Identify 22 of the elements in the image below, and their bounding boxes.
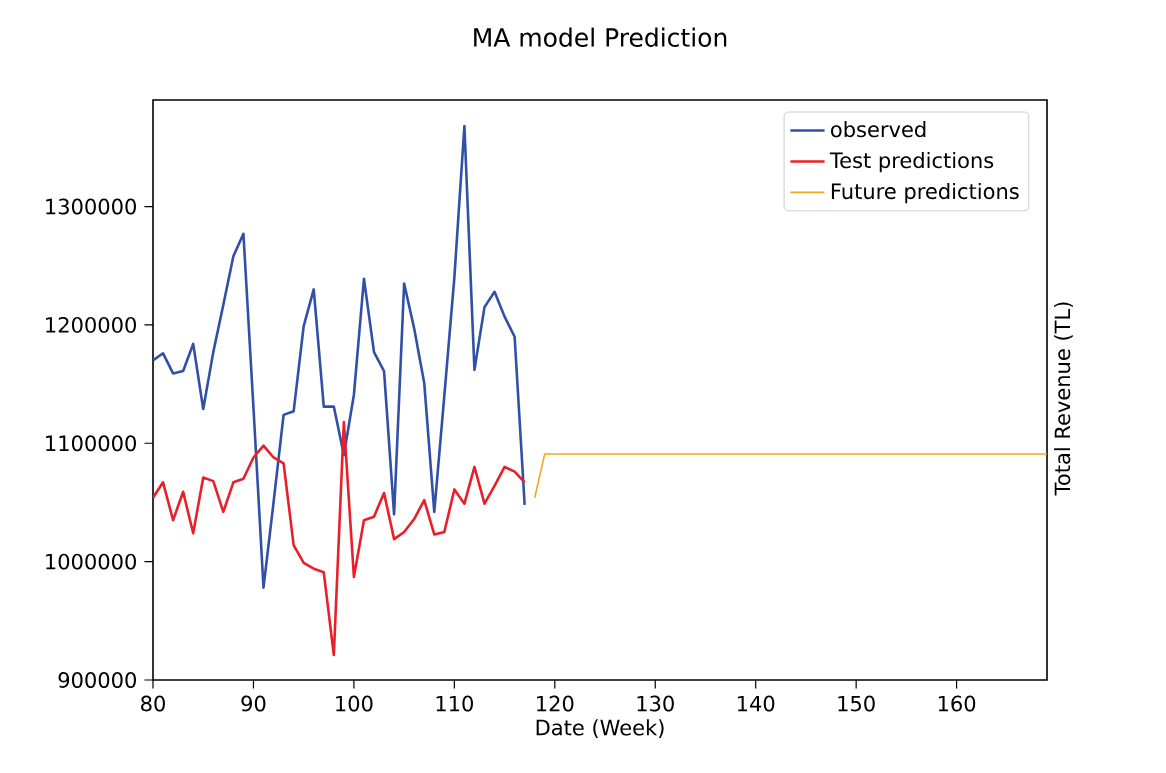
- y-axis-title: Total Revenue (TL): [1054, 302, 1073, 496]
- y-tick-label: 1200000: [46, 316, 136, 333]
- x-tick-label: 90: [241, 695, 266, 712]
- y-tick-label: 1100000: [46, 435, 136, 452]
- x-tick-label: 100: [336, 695, 373, 712]
- y-tick-label: 1000000: [46, 553, 136, 570]
- x-tick-label: 140: [737, 695, 775, 712]
- line-series: [153, 124, 526, 589]
- y-tick-label: 1300000: [46, 198, 136, 215]
- x-tick-label: 150: [838, 695, 875, 712]
- chart-title: MA model Prediction: [474, 27, 727, 47]
- legend-label: Test predictions: [829, 151, 994, 173]
- legend-label: observed: [831, 121, 926, 138]
- x-tick-label: 160: [938, 695, 976, 712]
- x-tick-label: 110: [436, 695, 473, 712]
- line-series: [153, 420, 526, 657]
- x-tick-label: 120: [537, 695, 574, 712]
- x-axis-title: Date (Week): [536, 719, 664, 738]
- x-tick-label: 130: [637, 695, 674, 712]
- y-tick-label: 900000: [58, 672, 136, 688]
- legend-label: Future predictions: [831, 182, 1019, 204]
- x-tick-label: 80: [141, 695, 165, 712]
